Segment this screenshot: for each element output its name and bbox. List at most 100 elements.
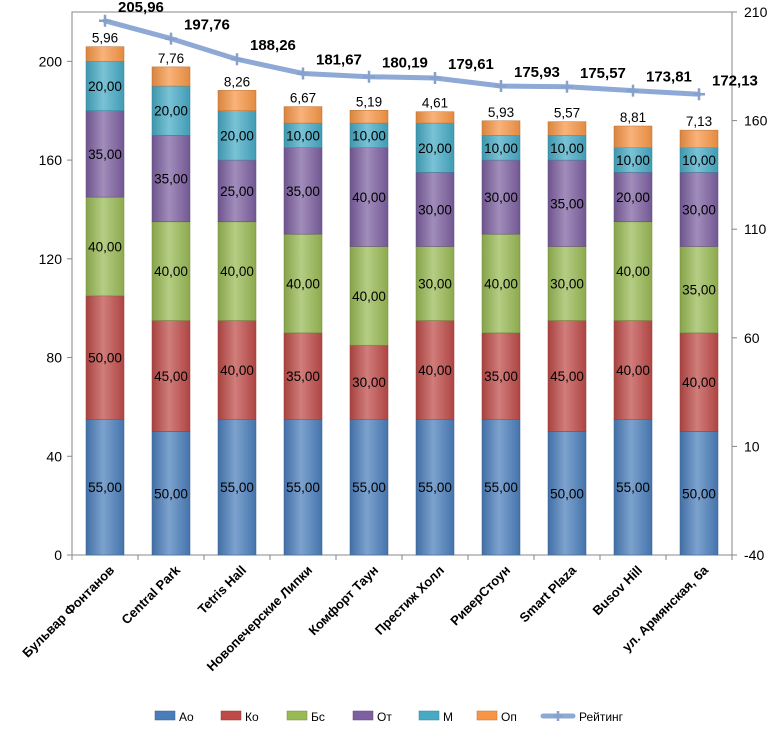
rating-data-label: 172,13 xyxy=(712,72,758,89)
rating-marker xyxy=(231,53,243,66)
rating-line-group: 205,96 197,76 188,26 181,67 180,19 179,61 175,… xyxy=(99,0,758,101)
bar-data-label: 50,00 xyxy=(154,486,188,501)
bar-segment-От xyxy=(679,172,719,247)
rating-data-label: 180,19 xyxy=(382,55,428,72)
legend-label: Ко xyxy=(245,710,259,724)
bar-data-label: 45,00 xyxy=(550,369,584,384)
bar-data-label: 10,00 xyxy=(550,141,584,156)
bar-segment-Ао xyxy=(217,419,257,556)
bar-segment-Оп xyxy=(613,125,653,148)
bar-segment-Ао xyxy=(151,431,191,556)
bar-segment-Бс xyxy=(217,221,257,321)
bar-data-label: 30,00 xyxy=(550,277,584,292)
bar-segment-М xyxy=(481,135,521,161)
bar-data-label: 20,00 xyxy=(154,104,188,119)
legend-line-marker xyxy=(553,711,563,721)
bar-segment-От xyxy=(85,110,125,198)
right-tick-label: 160 xyxy=(744,113,768,129)
legend-swatch xyxy=(352,710,374,721)
bar-data-label: 35,00 xyxy=(286,184,320,199)
bar-data-label: 50,00 xyxy=(550,486,584,501)
legend-swatch xyxy=(286,710,308,721)
bar-data-label: 5,19 xyxy=(356,94,382,109)
bar-data-label: 7,76 xyxy=(158,51,184,66)
bar-data-label: 55,00 xyxy=(88,480,122,495)
bar-segment-Ко xyxy=(613,320,653,420)
bar-data-label: 35,00 xyxy=(682,283,716,298)
bar-segment-Ао xyxy=(481,419,521,556)
bar-data-label: 30,00 xyxy=(418,277,452,292)
bar-data-label: 8,81 xyxy=(620,110,646,125)
bar-segment-Ко xyxy=(547,320,587,432)
bar-segment-М xyxy=(679,147,719,173)
bar-segment-От xyxy=(349,147,389,247)
left-tick-label: 0 xyxy=(54,547,62,563)
legend-label: Рейтинг xyxy=(579,710,624,724)
rating-data-label: 197,76 xyxy=(184,17,230,34)
rating-marker xyxy=(363,70,375,83)
bar-data-label: 35,00 xyxy=(154,172,188,187)
x-tick-label: Бульвар Фонтанов xyxy=(19,563,117,661)
bar-segment-М xyxy=(151,85,191,136)
legend-label: Бс xyxy=(311,710,325,724)
bar-data-label: 35,00 xyxy=(286,369,320,384)
bar-segment-Бс xyxy=(613,221,653,321)
rating-marker xyxy=(693,88,705,101)
rating-marker xyxy=(165,32,177,45)
bar-data-label: 40,00 xyxy=(88,239,122,254)
bar-segment-Бс xyxy=(481,233,521,334)
bar-segment-Ко xyxy=(349,344,389,420)
bar-segment-От xyxy=(283,147,323,235)
bar-labels-group: 55,00 50,00 40,00 35,00 20,00 5,96 50,00 45,00 4… xyxy=(88,31,716,502)
bar-data-label: 40,00 xyxy=(286,277,320,292)
bar-segment-М xyxy=(547,135,587,161)
bar-data-label: 40,00 xyxy=(682,375,716,390)
bar-data-label: 6,67 xyxy=(290,91,316,106)
bar-data-label: 45,00 xyxy=(154,369,188,384)
bar-data-label: 10,00 xyxy=(682,153,716,168)
bars-group xyxy=(85,46,719,556)
rating-marker xyxy=(495,80,507,92)
bar-segment-Бс xyxy=(349,246,389,346)
bar-data-label: 50,00 xyxy=(88,351,122,366)
bar-segment-От xyxy=(547,159,587,247)
bar-data-label: 10,00 xyxy=(484,141,518,156)
bar-data-label: 7,13 xyxy=(686,114,712,129)
x-tick-label: Новопечерские Липки xyxy=(204,563,315,674)
bar-segment-М xyxy=(217,110,257,161)
x-tick-label: РиверСтоун xyxy=(447,563,513,629)
bar-segment-От xyxy=(415,172,455,247)
right-tick-label: 210 xyxy=(744,4,768,20)
bar-data-label: 40,00 xyxy=(352,190,386,205)
bar-segment-Бс xyxy=(415,246,455,321)
left-tick-label: 80 xyxy=(46,350,62,366)
bar-data-label: 30,00 xyxy=(682,202,716,217)
bar-data-label: 20,00 xyxy=(88,79,122,94)
bar-segment-Бс xyxy=(679,246,719,334)
rating-data-label: 175,93 xyxy=(514,64,560,81)
bar-segment-Ао xyxy=(283,419,323,556)
bar-data-label: 40,00 xyxy=(220,363,254,378)
bar-data-label: 10,00 xyxy=(352,128,386,143)
legend-swatch xyxy=(154,710,176,721)
bar-data-label: 10,00 xyxy=(286,128,320,143)
rating-data-label: 181,67 xyxy=(316,52,362,69)
bar-data-label: 20,00 xyxy=(616,190,650,205)
legend-label: Оп xyxy=(501,710,517,724)
x-tick-label: Busov Hill xyxy=(590,563,646,619)
bar-data-label: 55,00 xyxy=(352,480,386,495)
bar-data-label: 40,00 xyxy=(616,363,650,378)
bar-segment-Оп xyxy=(85,46,125,62)
x-tick-label: Комфорт Таун xyxy=(305,563,381,639)
bar-data-label: 55,00 xyxy=(484,480,518,495)
bar-data-label: 5,57 xyxy=(554,106,580,121)
bar-data-label: 5,96 xyxy=(92,31,118,46)
legend-group: Ао Ко Бс От М Оп Рейтинг xyxy=(154,710,624,724)
bar-data-label: 55,00 xyxy=(418,480,452,495)
legend-swatch xyxy=(476,710,498,721)
x-tick-labels-group: Бульвар Фонтанов Central Park Tetris HallН… xyxy=(19,562,711,674)
bar-segment-Оп xyxy=(415,111,455,124)
legend-label: М xyxy=(443,710,453,724)
bar-data-label: 40,00 xyxy=(418,363,452,378)
